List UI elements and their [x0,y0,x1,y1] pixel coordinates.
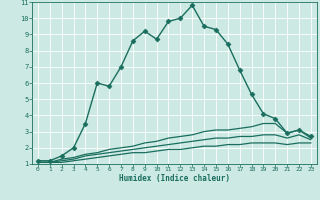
X-axis label: Humidex (Indice chaleur): Humidex (Indice chaleur) [119,174,230,183]
